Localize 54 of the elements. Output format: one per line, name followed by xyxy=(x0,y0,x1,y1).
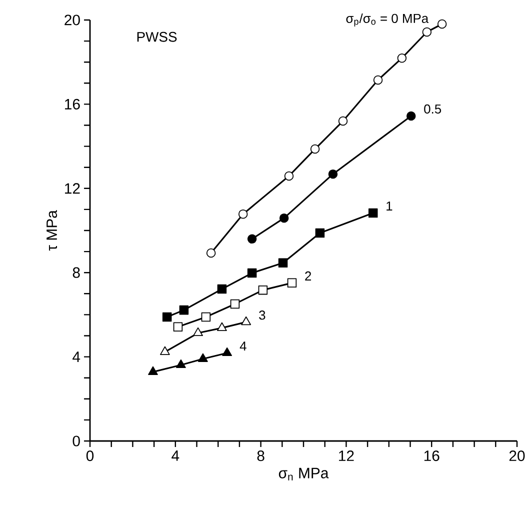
point xyxy=(406,111,416,121)
point xyxy=(198,353,208,362)
point xyxy=(373,75,383,85)
point xyxy=(160,346,170,355)
point xyxy=(437,19,447,29)
point xyxy=(148,366,158,375)
point xyxy=(247,234,257,244)
point xyxy=(176,359,186,368)
annotation: PWSS xyxy=(137,32,177,42)
y-tick-label: 8 xyxy=(72,267,80,278)
x-tick-label: 12 xyxy=(339,450,354,461)
y-tick-label: 12 xyxy=(65,183,80,194)
y-tick-label: 16 xyxy=(65,98,80,110)
point xyxy=(222,347,232,356)
series-label: 1 xyxy=(386,202,392,211)
series-label: 3 xyxy=(259,310,266,320)
y-tick-label: 4 xyxy=(72,352,80,362)
y-tick-label: 0 xyxy=(72,436,80,446)
point xyxy=(368,208,378,218)
point xyxy=(338,116,348,126)
point xyxy=(397,53,407,63)
point xyxy=(230,299,240,309)
point xyxy=(287,278,297,288)
x-tick-label: 16 xyxy=(424,450,440,462)
point xyxy=(328,169,338,179)
x-tick-label: 0 xyxy=(86,450,94,462)
point xyxy=(422,27,432,37)
point xyxy=(206,248,216,258)
series-label: 4 xyxy=(240,342,246,350)
point xyxy=(193,327,203,336)
point xyxy=(217,284,227,294)
point xyxy=(278,258,288,268)
point xyxy=(179,305,189,315)
x-tick-label: 4 xyxy=(172,450,180,461)
series-label: 0.5 xyxy=(424,104,442,114)
point xyxy=(162,312,172,322)
point xyxy=(258,285,268,295)
series-label: σ$_{p}$/σ$_{o}$ = 0 MPa xyxy=(346,13,429,27)
x-tick-label: 20 xyxy=(509,450,525,462)
point xyxy=(315,228,325,238)
y-axis-title: τ MPa xyxy=(46,210,58,251)
point xyxy=(241,316,252,326)
point xyxy=(217,322,227,331)
point xyxy=(247,268,257,278)
series-label: 2 xyxy=(305,271,312,280)
point xyxy=(201,312,211,322)
point xyxy=(173,322,183,332)
x-axis-title: σ$_{n}$ MPa xyxy=(278,468,329,480)
point xyxy=(279,213,289,223)
point xyxy=(284,171,294,181)
x-tick-label: 8 xyxy=(257,450,264,462)
point xyxy=(238,209,248,219)
y-tick-label: 20 xyxy=(64,14,80,26)
point xyxy=(310,144,320,154)
